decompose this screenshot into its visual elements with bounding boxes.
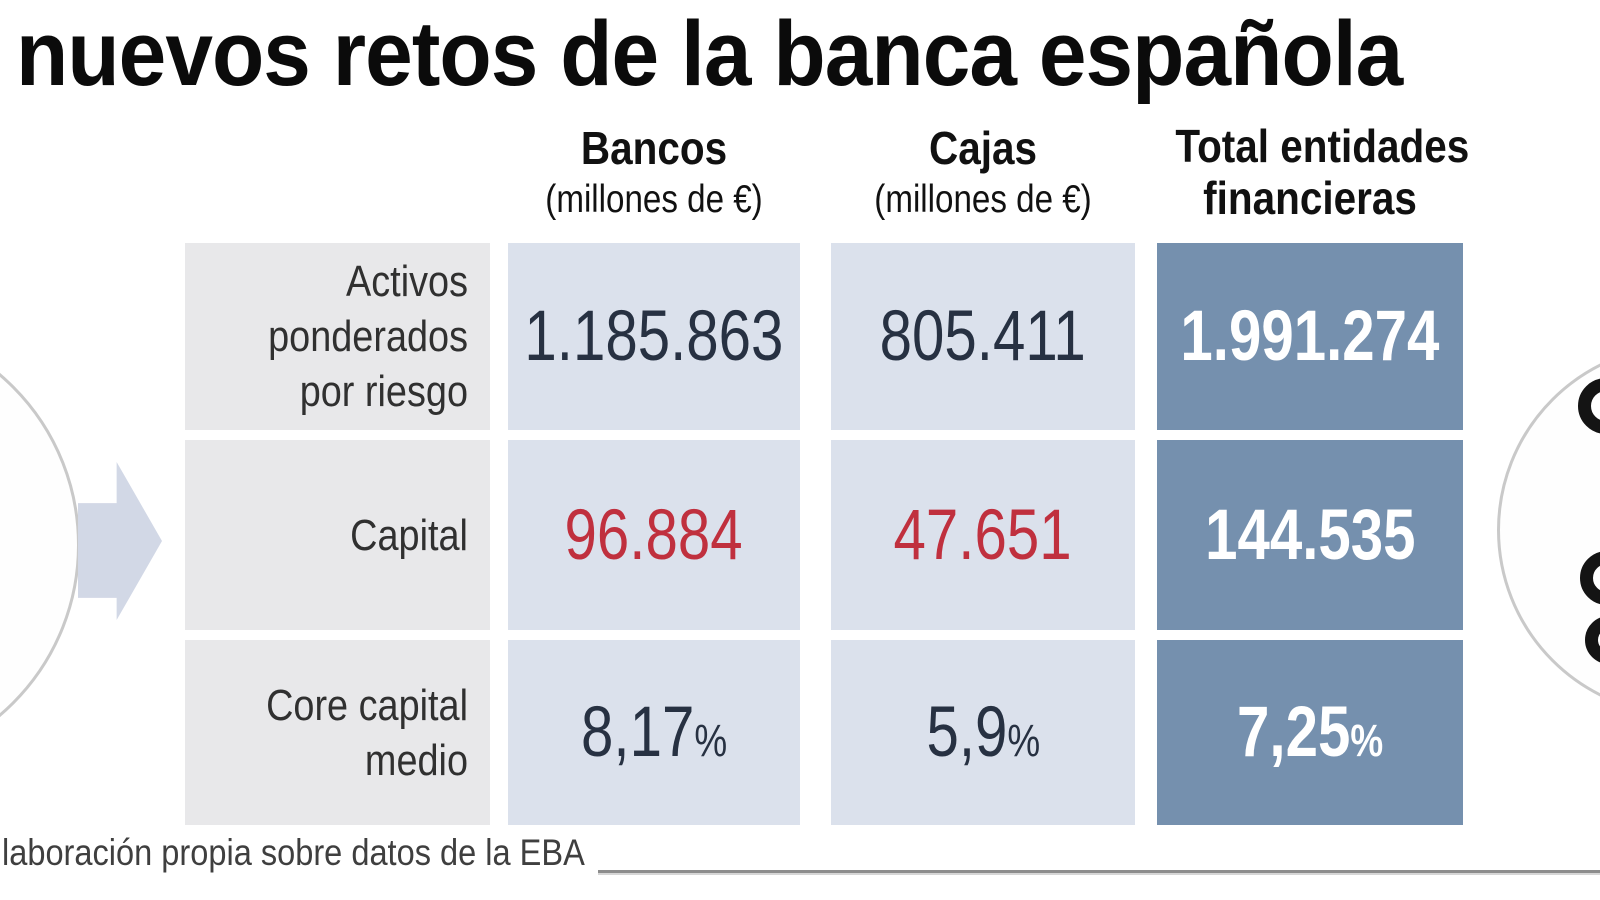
column-header-label: Total entidades bbox=[1175, 120, 1470, 172]
column-header-sublabel: (millones de €) bbox=[874, 178, 1092, 221]
row-label-activos: Activos ponderados por riesgo bbox=[185, 243, 490, 430]
value: 8,17 bbox=[580, 693, 695, 772]
percent-sign: % bbox=[694, 715, 728, 766]
value: 144.535 bbox=[1204, 495, 1416, 575]
footer-rule bbox=[598, 870, 1600, 873]
column-header-label: Bancos bbox=[580, 122, 728, 174]
cell-activos-cajas: 805.411 bbox=[831, 243, 1135, 430]
left-circle-decoration bbox=[0, 320, 80, 770]
value: 1.991.274 bbox=[1180, 297, 1440, 376]
value: 96.884 bbox=[564, 495, 744, 575]
cell-core-bancos: 8,17% bbox=[508, 640, 800, 825]
column-header-total: Total entidades financieras bbox=[1157, 120, 1470, 224]
row-label-core-capital: Core capital medio bbox=[185, 640, 490, 825]
cell-core-cajas: 5,9% bbox=[831, 640, 1135, 825]
arrow-right-icon bbox=[78, 462, 162, 620]
page-title: nuevos retos de la banca española bbox=[16, 3, 1403, 105]
column-header-label: financieras bbox=[1203, 172, 1417, 224]
cell-capital-cajas: 47.651 bbox=[831, 440, 1135, 630]
column-header-cajas: Cajas (millones de €) bbox=[831, 120, 1135, 224]
value: 7,25 bbox=[1236, 693, 1351, 772]
percent-sign: % bbox=[1350, 715, 1384, 766]
column-header-bancos: Bancos (millones de €) bbox=[508, 120, 800, 224]
column-header-label: Cajas bbox=[928, 122, 1038, 174]
source-note: laboración propia sobre datos de la EBA bbox=[2, 832, 585, 873]
cell-capital-bancos: 96.884 bbox=[508, 440, 800, 630]
cell-core-total: 7,25% bbox=[1157, 640, 1463, 825]
column-header-sublabel: (millones de €) bbox=[545, 178, 763, 221]
cell-activos-bancos: 1.185.863 bbox=[508, 243, 800, 430]
value: 805.411 bbox=[879, 297, 1087, 376]
cell-capital-total: 144.535 bbox=[1157, 440, 1463, 630]
value: 1.185.863 bbox=[524, 297, 784, 376]
value: 5,9 bbox=[926, 693, 1008, 772]
footer-rule-shadow bbox=[598, 873, 1600, 875]
cell-activos-total: 1.991.274 bbox=[1157, 243, 1463, 430]
percent-sign: % bbox=[1007, 715, 1040, 766]
row-label-capital: Capital bbox=[185, 440, 490, 630]
value: 47.651 bbox=[893, 495, 1073, 575]
